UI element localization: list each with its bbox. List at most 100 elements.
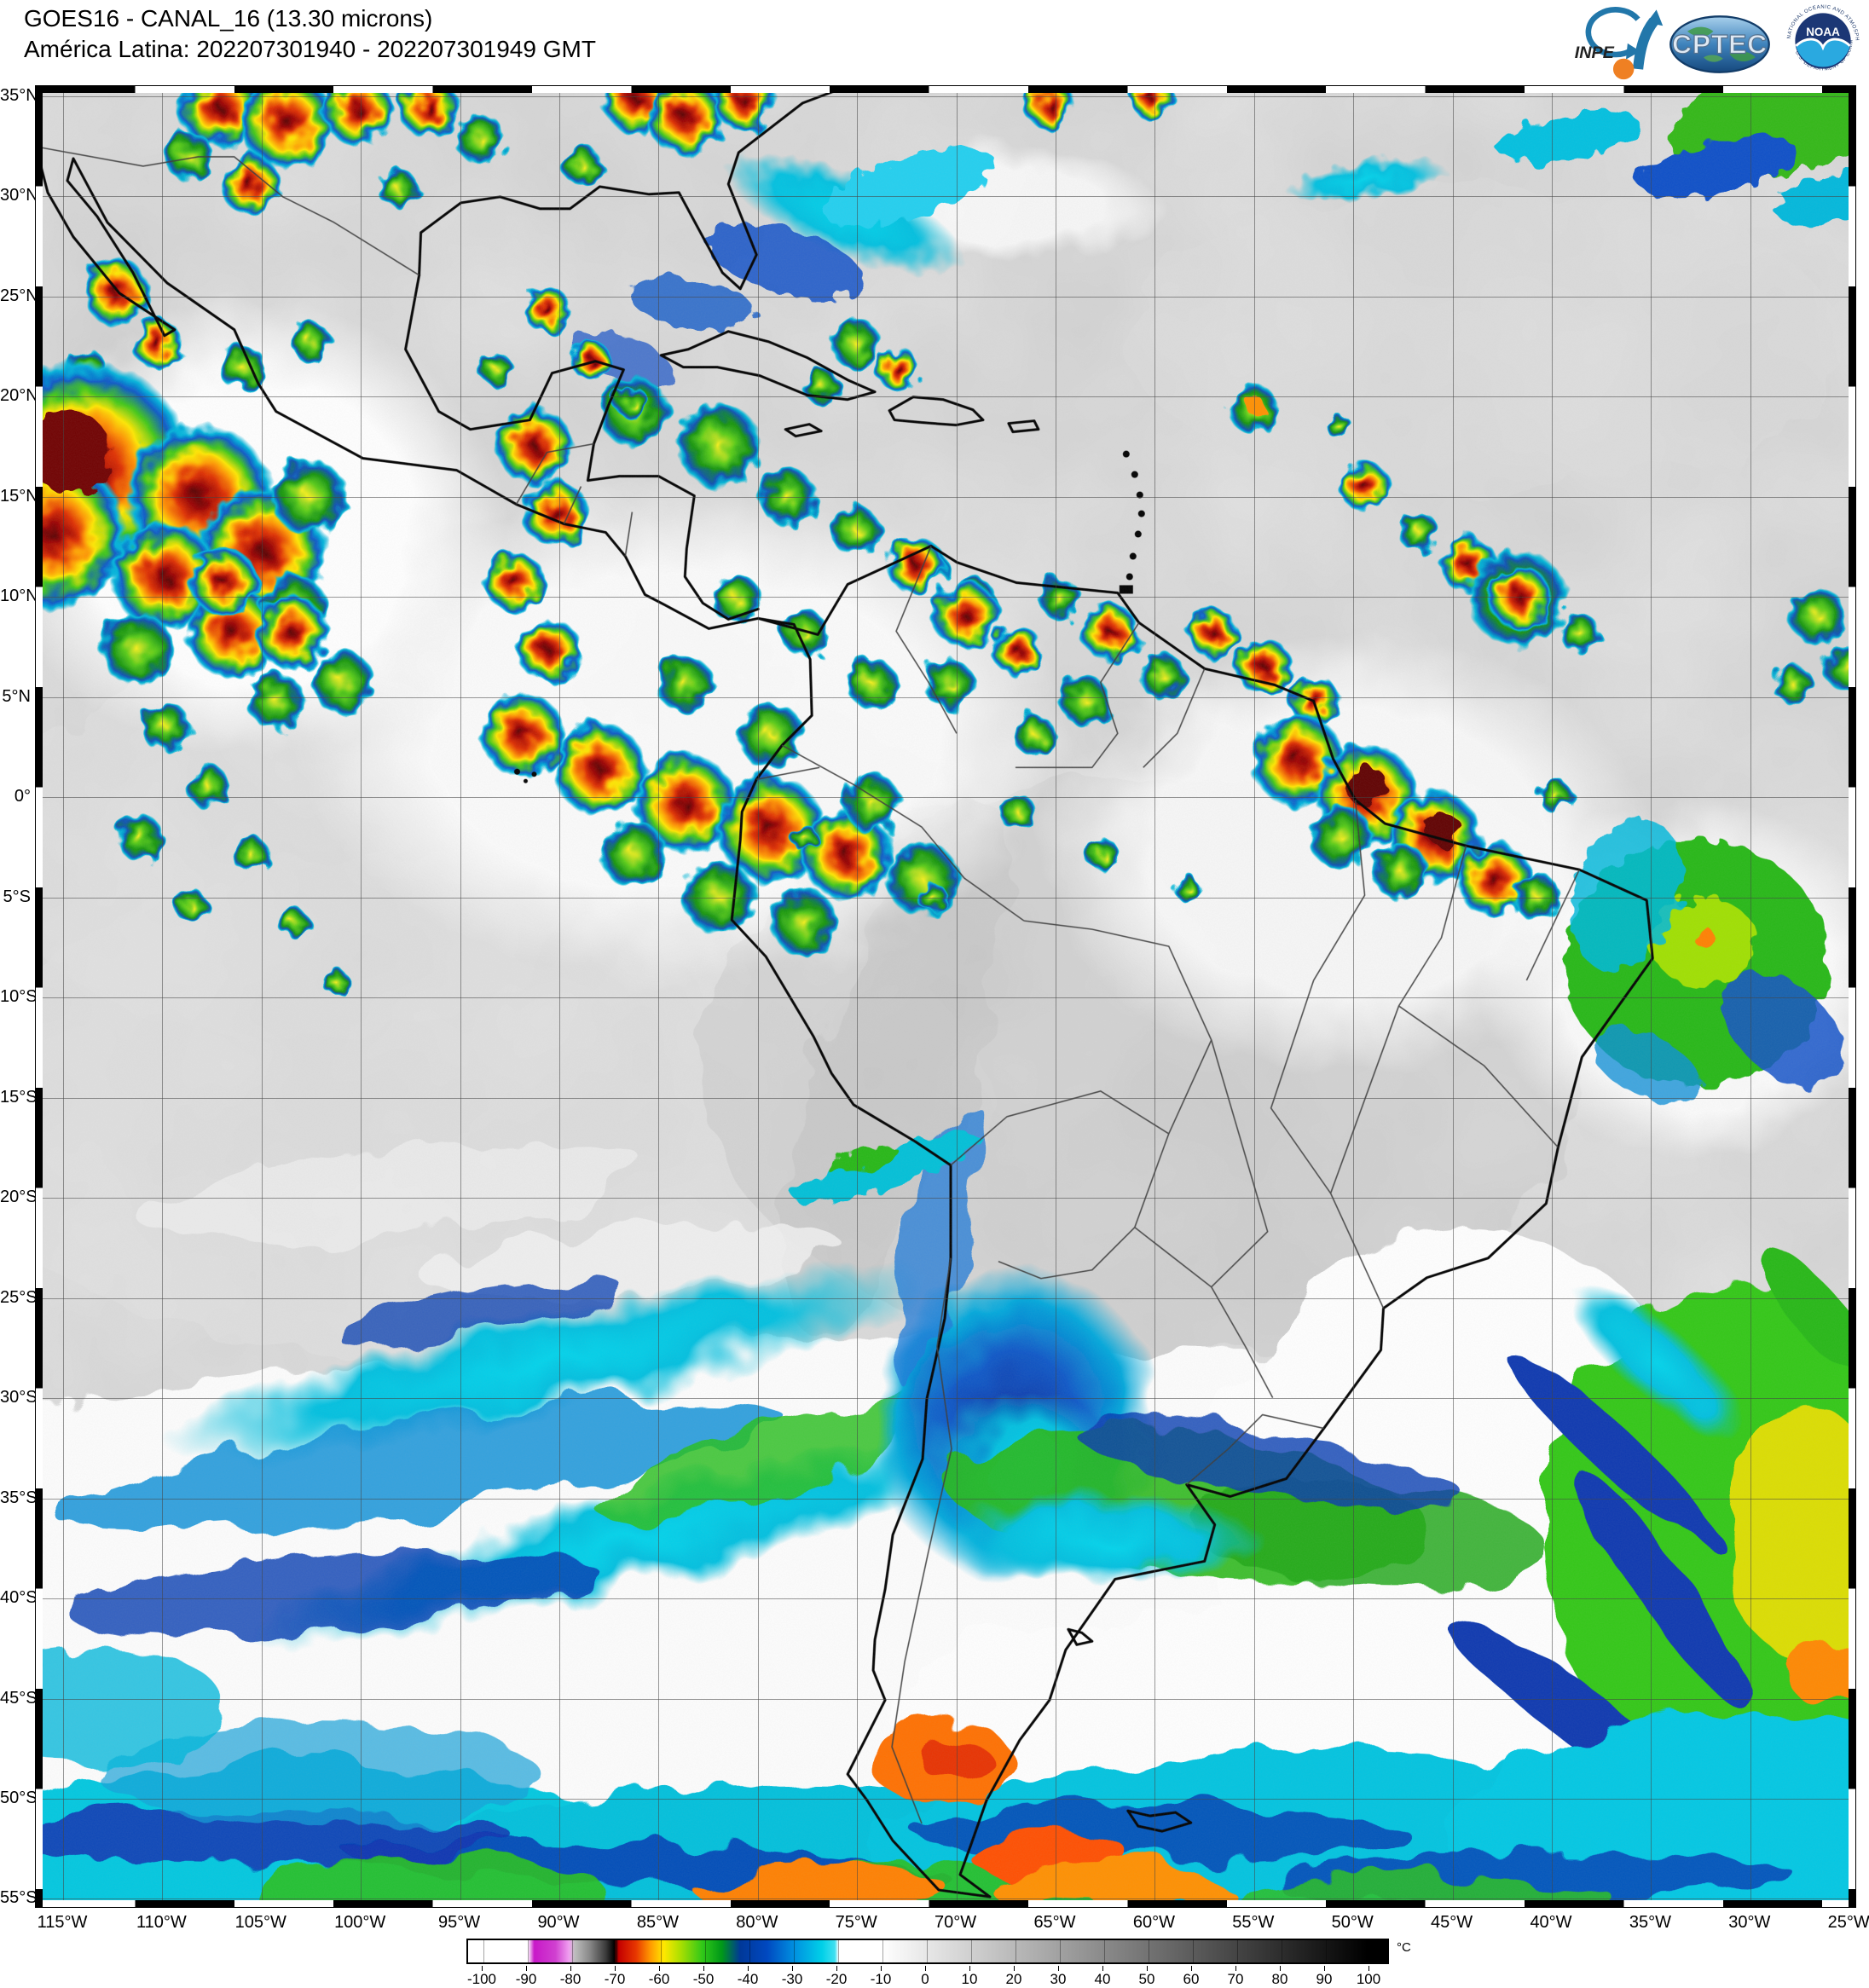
lat-label: 45°S: [0, 1688, 38, 1708]
grid-line-horizontal: [36, 1297, 1855, 1299]
colorbar-tick-label: 40: [1094, 1971, 1111, 1987]
colorbar-tick-label: 20: [1005, 1971, 1022, 1987]
colorbar-tick: [925, 1966, 926, 1971]
grid-line-vertical: [261, 86, 263, 1907]
grid-line-vertical: [162, 86, 164, 1907]
lon-label: 45°W: [1431, 1913, 1473, 1932]
colorbar-tick: [881, 1966, 882, 1971]
inpe-logo-icon: INPE: [1575, 7, 1664, 80]
lat-label: 20°N: [0, 386, 38, 406]
grid-line-horizontal: [36, 997, 1855, 999]
lon-label: 85°W: [636, 1913, 679, 1932]
colorbar-tick: [1191, 1966, 1192, 1971]
lat-label: 30°N: [0, 186, 38, 205]
lon-label: 75°W: [835, 1913, 877, 1932]
colorbar-tick: [1280, 1966, 1281, 1971]
colorbar-tick: [969, 1966, 970, 1971]
grid-line-vertical: [460, 86, 461, 1907]
colorbar-tick-label: -30: [781, 1971, 803, 1987]
grid-line-vertical: [559, 86, 560, 1907]
colorbar-tick: [1147, 1966, 1148, 1971]
lat-label: 10°N: [0, 587, 38, 606]
colorbar-tick-label: -40: [737, 1971, 759, 1987]
lat-label: 0°: [14, 787, 31, 806]
colorbar-tick-label: 0: [921, 1971, 929, 1987]
colorbar-tick: [482, 1966, 483, 1971]
grid-line-vertical: [658, 86, 660, 1907]
colorbar-tick-label: 50: [1138, 1971, 1155, 1987]
colorbar-unit: °C: [1397, 1940, 1411, 1955]
lon-label: 65°W: [1033, 1913, 1076, 1932]
frame-tick-band-left: [36, 86, 43, 1907]
grid-line-horizontal: [36, 1198, 1855, 1199]
lat-label: 25°N: [0, 286, 38, 305]
colorbar-tick-label: 60: [1183, 1971, 1200, 1987]
colorbar-tick: [1235, 1966, 1236, 1971]
noaa-logo-icon: NATIONAL OCEANIC AND ATMOSPHERIC ADMINIS…: [1782, 0, 1864, 82]
lat-label: 15°N: [0, 486, 38, 506]
lat-label: 20°S: [0, 1188, 38, 1207]
lat-label: 40°S: [0, 1588, 38, 1608]
lon-label: 25°W: [1827, 1913, 1869, 1932]
colorbar-tick-label: -20: [825, 1971, 848, 1987]
colorbar-tick: [526, 1966, 527, 1971]
grid-line-vertical: [1154, 86, 1156, 1907]
colorbar-tick: [1014, 1966, 1015, 1971]
colorbar-tick: [1368, 1966, 1369, 1971]
colorbar-tick-label: 90: [1316, 1971, 1333, 1987]
grid-line-horizontal: [36, 597, 1855, 598]
grid-line-horizontal: [36, 496, 1855, 498]
lat-label: 25°S: [0, 1287, 38, 1307]
lon-label: 110°W: [136, 1913, 187, 1932]
grid-line-horizontal: [36, 1398, 1855, 1400]
inpe-logo-text: INPE: [1575, 43, 1615, 62]
grid-line-horizontal: [36, 96, 1855, 97]
colorbar-tick-label: -50: [692, 1971, 715, 1987]
lon-label: 115°W: [37, 1913, 88, 1932]
grid-line-vertical: [757, 86, 759, 1907]
lon-label: 100°W: [334, 1913, 386, 1932]
lon-label: 30°W: [1728, 1913, 1771, 1932]
lat-label: 10°S: [0, 987, 38, 1007]
grid-line-horizontal: [36, 1097, 1855, 1099]
grid-line-vertical: [361, 86, 362, 1907]
grid-line-horizontal: [36, 1498, 1855, 1500]
lat-label: 55°S: [0, 1888, 38, 1908]
colorbar-tick: [570, 1966, 571, 1971]
lat-label: 30°S: [0, 1388, 38, 1407]
grid-line-horizontal: [36, 396, 1855, 398]
grid-line-horizontal: [36, 696, 1855, 698]
lat-label: 50°S: [0, 1788, 38, 1807]
grid-line-vertical: [1750, 86, 1751, 1907]
frame-tick-band-right: [1849, 86, 1855, 1907]
grid-line-horizontal: [36, 1798, 1855, 1800]
frame-tick-band-bottom: [36, 1900, 1855, 1907]
colorbar-tick: [1324, 1966, 1325, 1971]
noaa-logo-text: NOAA: [1806, 26, 1840, 38]
header: GOES16 - CANAL_16 (13.30 microns) Améric…: [0, 0, 1869, 85]
lon-label: 105°W: [234, 1913, 286, 1932]
colorbar-tick-label: 70: [1227, 1971, 1244, 1987]
lat-label: 15°S: [0, 1087, 38, 1107]
grid-line-vertical: [1651, 86, 1652, 1907]
colorbar-tick-label: -90: [515, 1971, 537, 1987]
frame-tick-band-top: [36, 86, 1855, 93]
satellite-imagery: [36, 86, 1855, 1907]
grid-line-vertical: [1253, 86, 1255, 1907]
lon-label: 70°W: [934, 1913, 977, 1932]
grid-line-horizontal: [36, 797, 1855, 799]
lat-label: 5°N: [2, 686, 31, 706]
grid-line-horizontal: [36, 897, 1855, 899]
colorbar-tick: [703, 1966, 704, 1971]
grid-line-vertical: [63, 86, 64, 1907]
colorbar-tick-label: -100: [466, 1971, 497, 1987]
grid-line-horizontal: [36, 296, 1855, 298]
colorbar-tick: [792, 1966, 793, 1971]
grid-line-vertical: [857, 86, 859, 1907]
grid-line-horizontal: [36, 1698, 1855, 1700]
grid-line-vertical: [1452, 86, 1454, 1907]
colorbar-tick: [615, 1966, 616, 1971]
lat-label: 5°S: [3, 887, 31, 906]
colorbar-tick-label: 80: [1271, 1971, 1288, 1987]
lon-label: 80°W: [736, 1913, 778, 1932]
